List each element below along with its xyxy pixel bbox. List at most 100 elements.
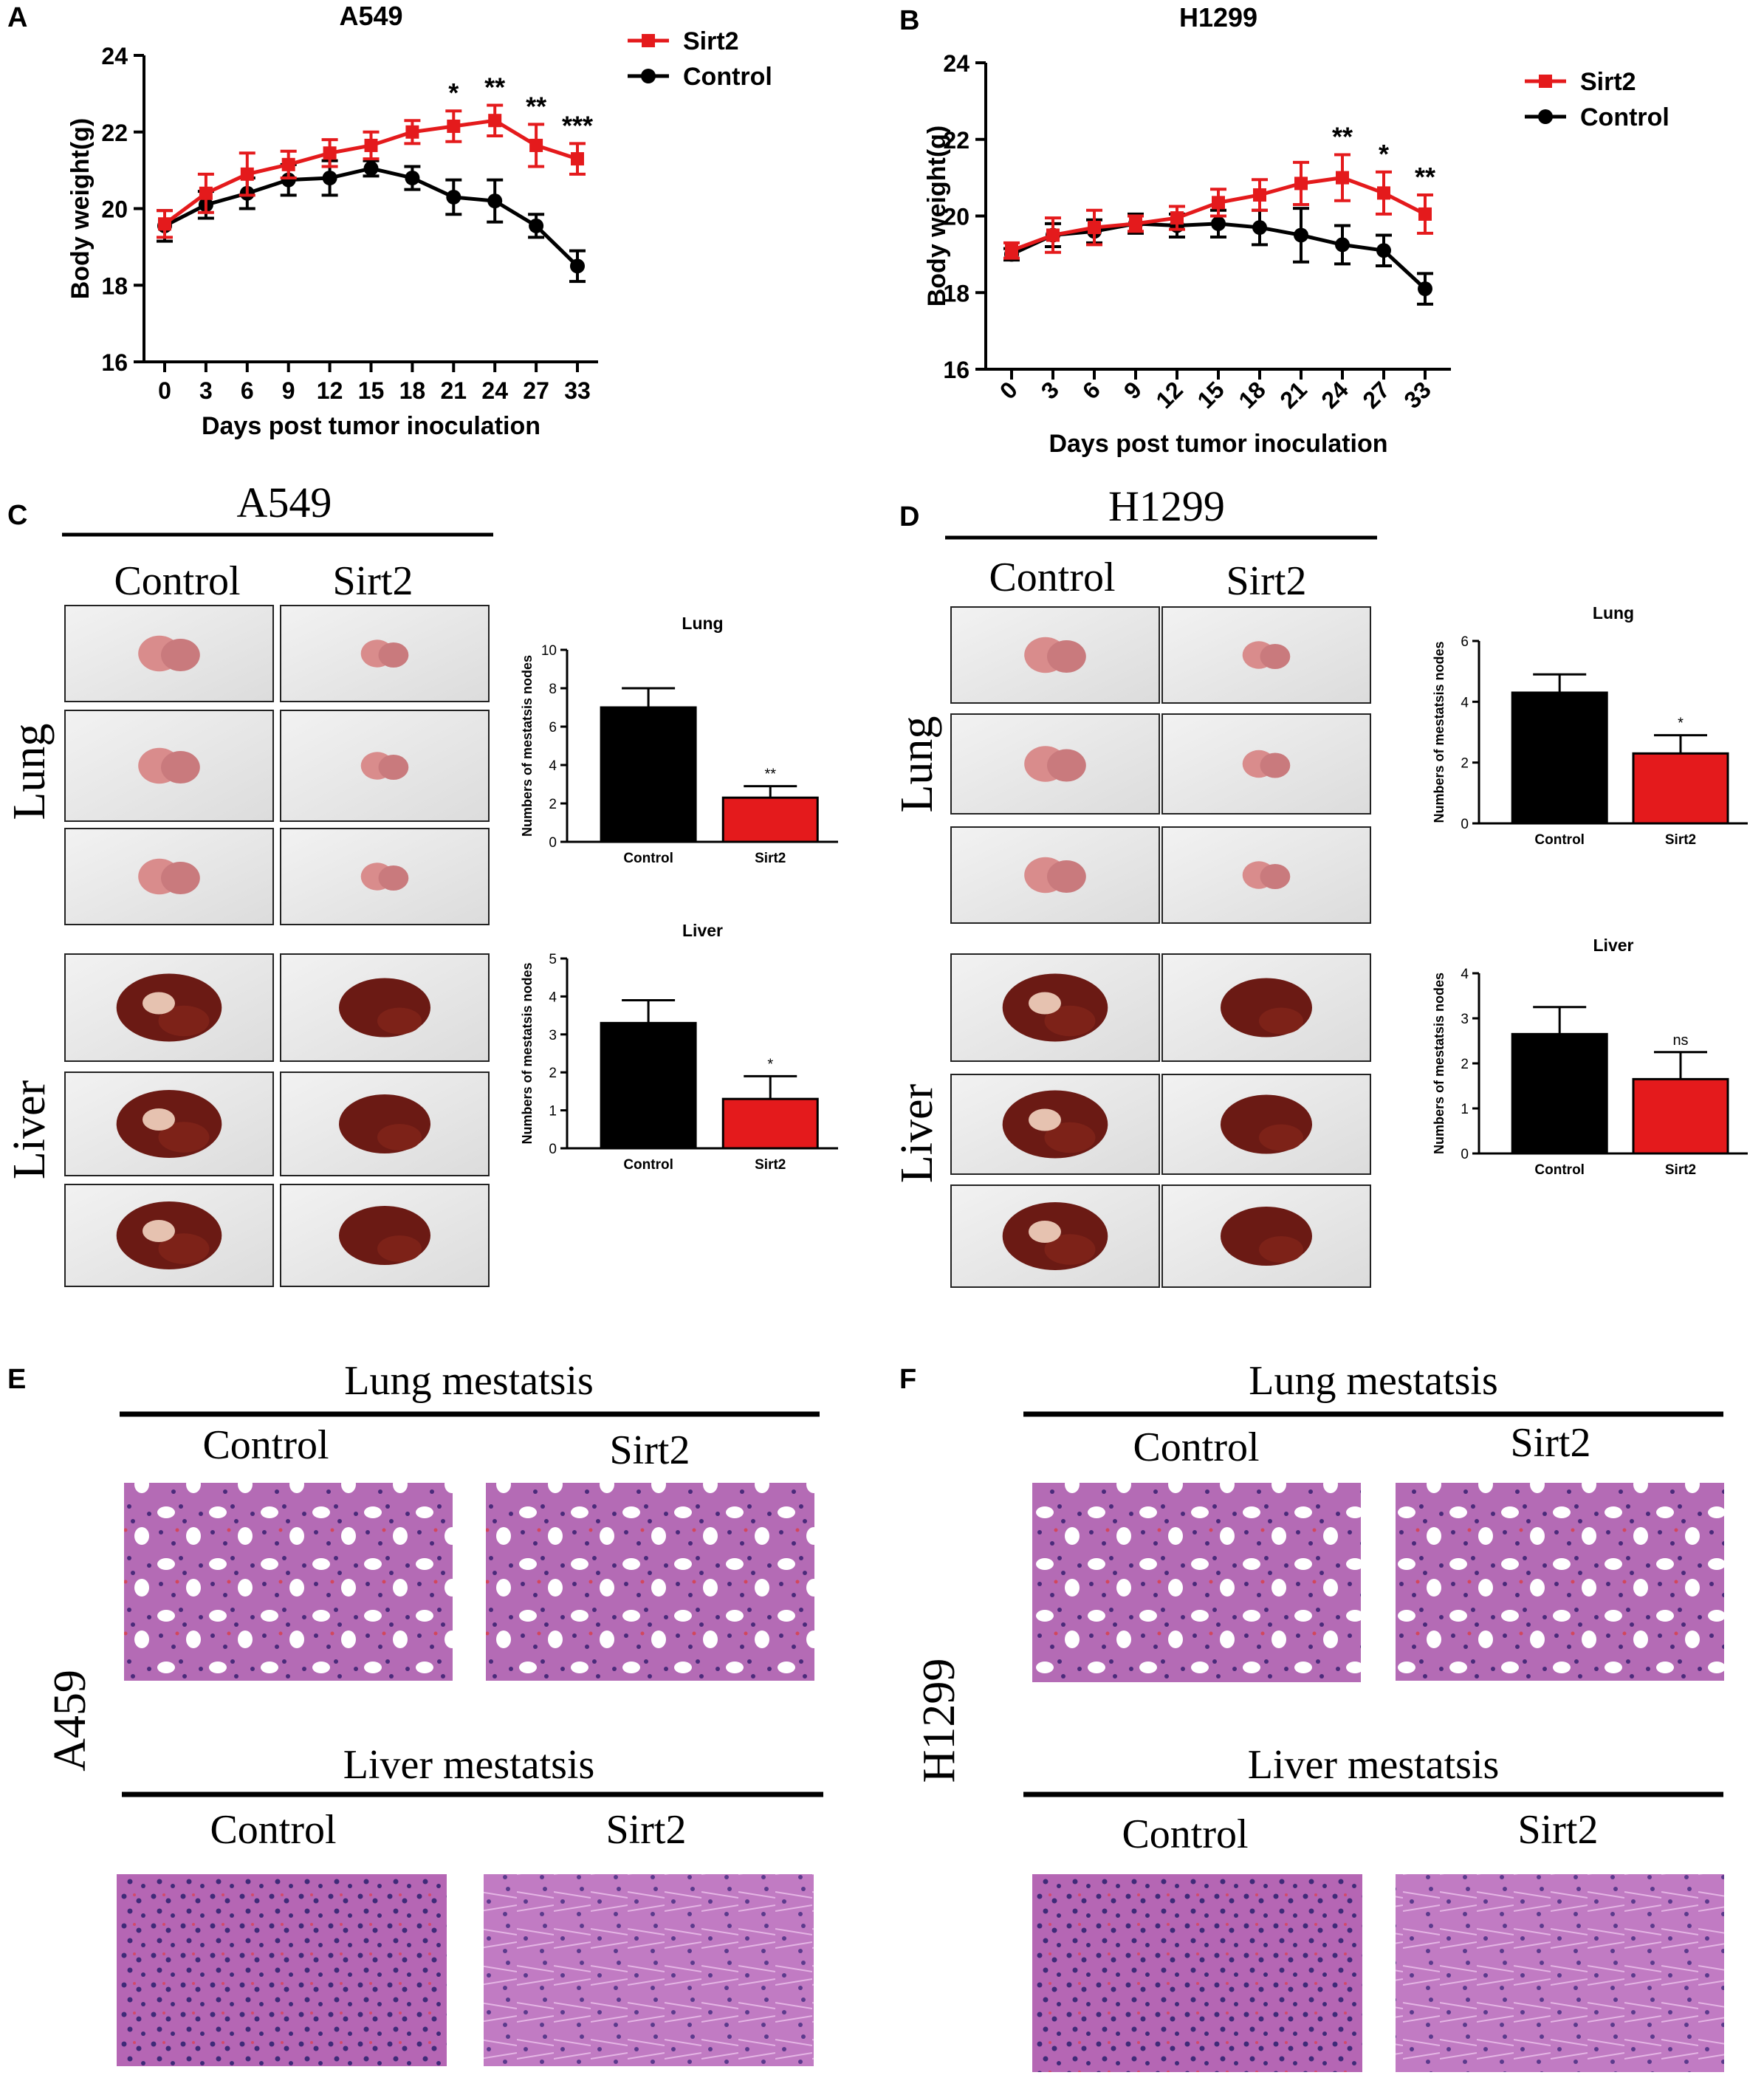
data-point-control — [570, 258, 585, 274]
data-point-control — [405, 171, 420, 185]
panel-f: Lung mestatsis Control Sirt2 Liver mesta… — [914, 1358, 1724, 2072]
x-tick-label: Control — [623, 1157, 673, 1173]
panel-d-organ-photos — [950, 606, 1371, 1288]
data-point-control — [1211, 216, 1226, 231]
data-point-control — [1376, 243, 1391, 258]
data-point-control — [1418, 281, 1432, 297]
y-tick-label: 18 — [943, 280, 969, 306]
lung-tissue — [161, 639, 200, 671]
chart-title: Liver — [1593, 936, 1634, 955]
x-tick-label: Control — [1534, 832, 1585, 848]
y-axis-label: Body weight(g) — [66, 118, 95, 300]
data-point-control — [487, 193, 503, 209]
x-tick-label: 33 — [1398, 376, 1436, 414]
chart-title: H1299 — [1179, 2, 1257, 32]
lung-tissue — [161, 862, 200, 894]
panel-f-lung-heading: Lung mestatsis — [1249, 1358, 1498, 1404]
significance-mark: *** — [562, 110, 593, 140]
data-point-sirt2 — [488, 114, 502, 128]
y-axis-label: Numbers of mestatsis nodes — [520, 655, 535, 837]
liver-tissue — [1044, 1234, 1096, 1265]
panel-c-col-sirt2: Sirt2 — [333, 558, 413, 604]
y-tick-label: 8 — [549, 682, 557, 697]
x-tick-label: Control — [1534, 1162, 1585, 1178]
x-tick-label: 9 — [1119, 376, 1147, 404]
y-tick-label: 0 — [1461, 817, 1469, 832]
panel-e-lung-col-control: Control — [202, 1422, 329, 1468]
y-tick-label: 0 — [1461, 1147, 1469, 1162]
data-point-sirt2 — [1418, 207, 1432, 221]
panel-c-col-control: Control — [114, 558, 240, 604]
x-tick-label: 0 — [158, 377, 171, 404]
bar-sirt2 — [1632, 752, 1729, 825]
y-tick-label: 3 — [549, 1028, 557, 1043]
y-tick-label: 24 — [101, 43, 128, 69]
bar-control — [1511, 1032, 1608, 1155]
data-point-control — [1335, 237, 1350, 253]
he-image-f-lung-control — [1032, 1483, 1361, 1682]
data-point-sirt2 — [1377, 186, 1390, 200]
x-tick-label: 15 — [358, 377, 385, 404]
panel-c-heading: A549 — [237, 479, 332, 527]
metastasis-nodule — [143, 992, 175, 1015]
bar-chart-c-lung: 0 2 4 6 8 10 Lung Numbers of mestatsis nodes Con… — [520, 614, 838, 866]
panel-f-liver-col-sirt2: Sirt2 — [1518, 1807, 1599, 1853]
y-tick-label: 16 — [943, 357, 969, 383]
x-axis-label: Days post tumor inoculation — [202, 412, 540, 440]
x-tick-label: 33 — [564, 377, 591, 404]
metastasis-nodule — [1029, 1108, 1061, 1131]
x-tick-label: Sirt2 — [1665, 1162, 1696, 1178]
y-axis-label: Numbers of mestatsis nodes — [520, 962, 535, 1144]
y-tick-label: 4 — [1461, 695, 1469, 710]
data-point-control — [363, 161, 379, 176]
panel-f-lung-col-sirt2: Sirt2 — [1511, 1420, 1591, 1466]
x-tick-label: 3 — [199, 377, 213, 404]
liver-tissue — [1259, 1124, 1303, 1151]
liver-tissue — [1044, 1122, 1096, 1153]
y-tick-label: 20 — [943, 204, 969, 230]
panel-e-liver-col-control: Control — [210, 1807, 336, 1853]
panel-c: A549 Control Sirt2 Lung Liver 0246810Lun… — [4, 479, 838, 1287]
significance-mark: * — [1678, 716, 1684, 732]
y-tick-label: 4 — [1461, 967, 1469, 982]
panel-label-a: A — [7, 2, 27, 33]
lung-tissue — [1047, 640, 1086, 673]
data-point-sirt2 — [1170, 211, 1184, 225]
data-point-sirt2 — [1129, 216, 1142, 230]
y-tick-label: 2 — [549, 1066, 557, 1081]
panel-label-c: C — [7, 500, 27, 531]
lung-tissue — [1047, 749, 1086, 782]
panel-d-col-control: Control — [989, 555, 1115, 600]
bar-control — [1511, 691, 1608, 825]
y-tick-label: 10 — [541, 643, 557, 659]
y-tick-label: 16 — [101, 349, 128, 376]
x-tick-label: 0 — [995, 376, 1023, 404]
panel-d: H1299 Control Sirt2 Lung Liver 0 2 4 6 Lung N… — [892, 482, 1748, 1288]
liver-tissue — [1259, 1236, 1303, 1263]
panel-e-side-label: A459 — [45, 1670, 95, 1772]
y-tick-label: 20 — [101, 196, 128, 223]
data-point-sirt2 — [199, 186, 213, 200]
lung-tissue — [378, 755, 409, 780]
y-tick-label: 1 — [549, 1104, 557, 1119]
data-point-sirt2 — [1005, 244, 1018, 258]
data-point-control — [281, 172, 296, 188]
data-point-control — [1294, 227, 1308, 243]
data-point-sirt2 — [323, 146, 337, 160]
metastasis-nodule — [143, 1220, 175, 1242]
data-point-control — [529, 218, 544, 233]
data-point-sirt2 — [364, 138, 378, 152]
y-axis-label: Body weight(g) — [923, 126, 951, 307]
liver-tissue — [377, 1124, 422, 1151]
bar-sirt2 — [721, 796, 819, 843]
legend-marker-control — [641, 69, 656, 83]
significance-mark: ** — [526, 91, 546, 121]
chart-title: Lung — [1593, 603, 1634, 623]
legend-marker-control — [1538, 109, 1553, 124]
significance-mark: ** — [1332, 122, 1353, 152]
significance-mark: * — [448, 78, 459, 108]
y-tick-label: 4 — [549, 758, 557, 774]
legend-marker-sirt2 — [1539, 75, 1552, 88]
liver-tissue — [377, 1007, 422, 1035]
significance-mark: ** — [484, 72, 505, 102]
